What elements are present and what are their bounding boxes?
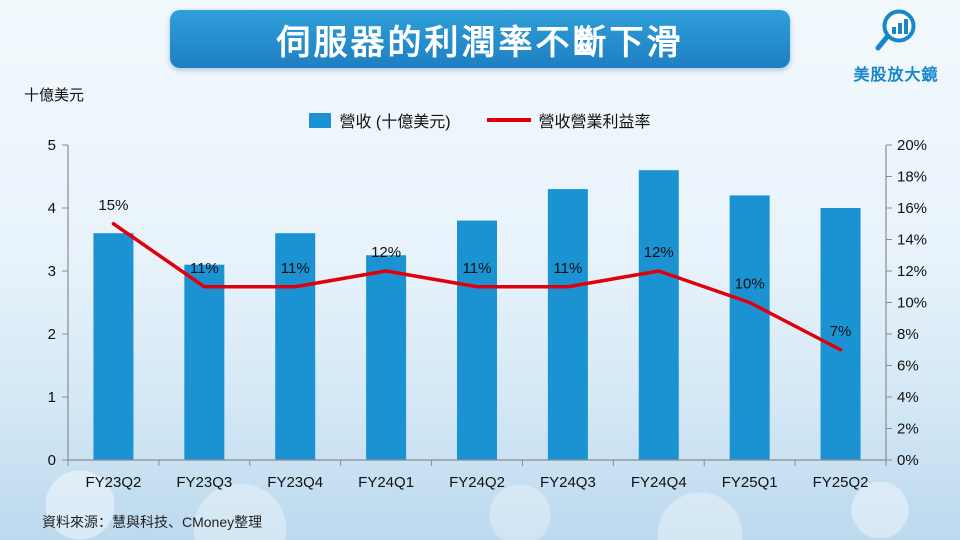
x-axis-category-label: FY23Q4 <box>267 474 323 491</box>
legend-bar-swatch <box>309 112 332 128</box>
left-axis-tick-label: 0 <box>48 452 56 469</box>
revenue-bar <box>638 170 679 460</box>
brand-name: 美股放大鏡 <box>853 67 939 84</box>
legend-item-margin: 營收營業利益率 <box>486 108 651 132</box>
chart-legend: 營收 (十億美元) 營收營業利益率 <box>0 108 960 132</box>
right-axis-tick-label: 6% <box>897 358 919 375</box>
x-axis-category-label: FY24Q2 <box>449 474 505 491</box>
x-axis-category-label: FY25Q2 <box>813 474 869 491</box>
left-axis-tick-label: 2 <box>48 326 56 343</box>
left-axis-unit-label: 十億美元 <box>24 87 85 104</box>
brand-logo: 美股放大鏡 <box>846 6 946 85</box>
margin-data-label: 11% <box>190 260 219 277</box>
margin-data-label: 12% <box>644 244 674 261</box>
revenue-bar <box>729 195 770 460</box>
revenue-bar <box>457 220 497 460</box>
left-axis-tick-label: 5 <box>48 137 56 154</box>
source-note: 資料來源：慧與科技、CMoney整理 <box>42 514 263 530</box>
legend-label-revenue: 營收 (十億美元) <box>339 114 451 131</box>
margin-data-label: 11% <box>463 260 492 277</box>
right-axis-tick-label: 18% <box>897 169 927 186</box>
legend-line-swatch <box>486 118 531 122</box>
legend-label-margin: 營收營業利益率 <box>538 114 651 131</box>
margin-data-label: 10% <box>735 276 765 293</box>
margin-line <box>111 222 843 352</box>
right-axis-tick-label: 12% <box>897 263 927 280</box>
right-axis-tick-label: 2% <box>897 421 919 438</box>
margin-data-label: 12% <box>371 244 401 261</box>
right-axis-tick-label: 16% <box>897 200 927 217</box>
x-axis-category-label: FY24Q1 <box>358 474 414 491</box>
right-axis-tick-label: 20% <box>897 137 927 154</box>
margin-data-label: 7% <box>830 323 852 340</box>
left-axis-tick-label: 4 <box>48 200 56 217</box>
legend-item-revenue: 營收 (十億美元) <box>309 108 451 132</box>
x-axis-category-label: FY24Q4 <box>631 474 687 491</box>
revenue-bar <box>366 255 407 460</box>
right-axis-tick-label: 14% <box>897 232 927 249</box>
page-title: 伺服器的利潤率不斷下滑 <box>170 10 790 68</box>
x-axis-category-label: FY25Q1 <box>722 474 778 491</box>
left-axis-tick-label: 3 <box>48 263 56 280</box>
margin-data-label: 11% <box>281 260 310 277</box>
revenue-bar <box>275 233 316 460</box>
chart-canvas: 0 1 2 3 4 5 0% 2% 4% 6% 8% 10% 12% 14% 16% 18% 20% FY23Q2… <box>48 137 927 491</box>
margin-data-label: 15% <box>98 197 128 214</box>
magnifier-barchart-icon <box>875 9 916 51</box>
right-axis-tick-label: 8% <box>897 326 919 343</box>
revenue-bar <box>184 264 225 460</box>
revenue-bar <box>93 233 134 460</box>
x-axis-category-label: FY24Q3 <box>540 474 596 491</box>
right-axis-tick-label: 10% <box>897 295 927 312</box>
revenue-bar <box>820 208 861 460</box>
x-axis-category-label: FY23Q3 <box>176 474 232 491</box>
left-axis-tick-label: 1 <box>48 389 56 406</box>
revenue-bar <box>547 189 588 460</box>
right-axis-tick-label: 4% <box>897 389 919 406</box>
x-axis-category-label: FY23Q2 <box>86 474 142 491</box>
margin-data-label: 11% <box>553 260 582 277</box>
right-axis-tick-label: 0% <box>897 452 919 469</box>
